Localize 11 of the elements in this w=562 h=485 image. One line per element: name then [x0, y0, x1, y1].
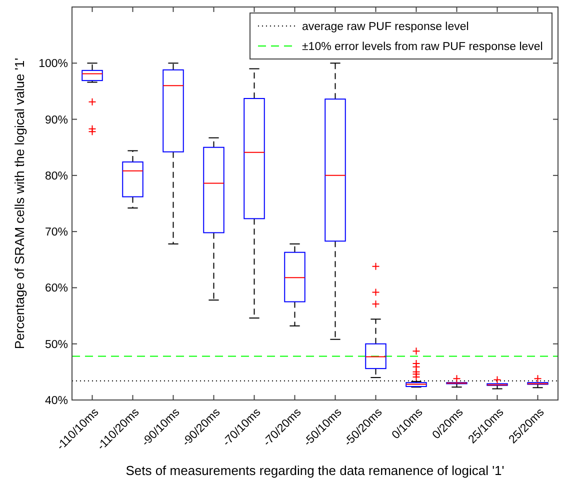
y-tick-label: 50% — [44, 338, 68, 351]
x-axis-title: Sets of measurements regarding the data remanence of logical '1' — [126, 463, 504, 478]
y-tick-label: 100% — [38, 58, 68, 70]
y-tick-label: 60% — [44, 282, 68, 295]
y-tick-label: 70% — [44, 226, 68, 239]
y-tick-label: 80% — [44, 170, 68, 182]
y-tick-label: 40% — [44, 395, 68, 408]
y-axis-title: Percentage of SRAM cells with the logical value '1' — [12, 58, 27, 350]
legend-label: ±10% error levels from raw PUF response level — [302, 41, 543, 54]
y-tick-label: 90% — [44, 114, 68, 126]
legend-label: average raw PUF response level — [302, 21, 469, 34]
